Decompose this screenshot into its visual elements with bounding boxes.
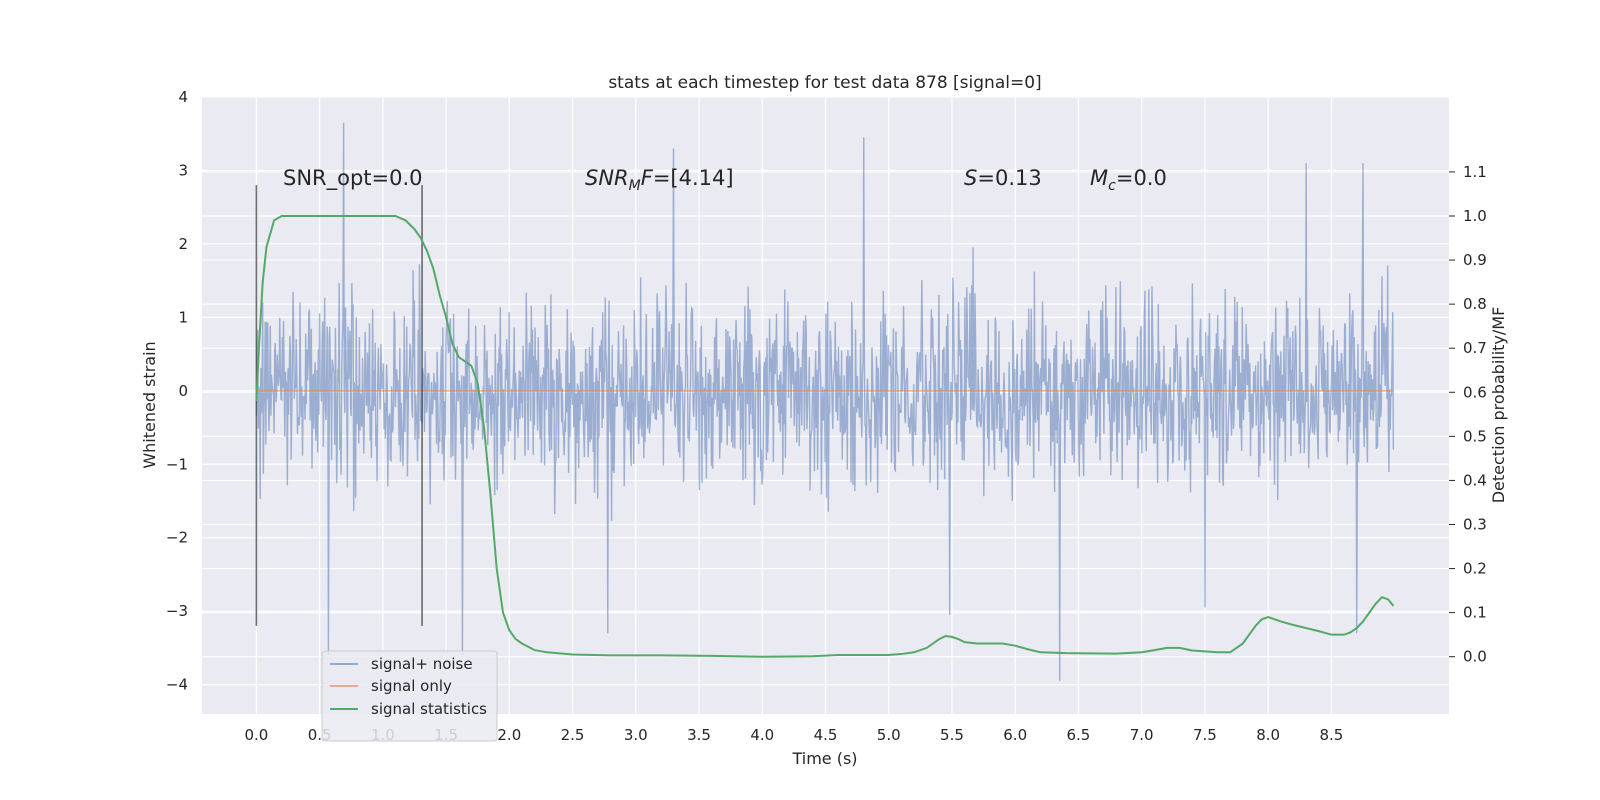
x-tick-label: 5.5 [940,726,964,744]
y-tick-label: 2 [178,235,188,253]
x-tick-label: 8.5 [1319,726,1343,744]
annotation-snr-opt: SNR_opt=0.0 [283,166,423,191]
annotations: SNR_opt=0.0 SNRMF=[4.14] S=0.13 Mc=0.0 [283,166,1167,194]
y2-tick-label: 0.7 [1463,339,1487,357]
y2-tick-label: 0.9 [1463,251,1487,269]
y2-tick-label: 0.2 [1463,560,1487,578]
y-tick-label: 3 [178,161,188,179]
y2-tick-label: 0.4 [1463,471,1487,489]
x-tick-label: 0.0 [244,726,268,744]
y2-tick-label: 1.1 [1463,163,1487,181]
x-tick-label: 6.0 [1003,726,1027,744]
x-tick-label: 2.5 [561,726,585,744]
annotation-s: S=0.13 [964,166,1042,190]
y-axis-left: 4 3 2 1 0 −1 −2 −3 −4 [166,88,188,694]
vertical-markers [255,185,423,626]
legend: signal+ noise signal only signal statist… [321,650,498,742]
y2-tick-label: 0.1 [1463,604,1487,622]
y2-tick-label: 0.6 [1463,383,1487,401]
legend-label-signal-only: signal only [371,677,452,695]
y2-tick-label: 0.3 [1463,515,1487,533]
legend-label-signal-statistics: signal statistics [371,700,487,718]
y-tick-label: −1 [166,455,188,473]
annotation-mc: Mc=0.0 [1090,166,1167,194]
y2-tick-label: 0.5 [1463,427,1487,445]
x-tick-label: 7.5 [1193,726,1217,744]
y2-tick-label: 1.0 [1463,207,1487,225]
legend-label-signal-plus-noise: signal+ noise [371,655,473,673]
x-tick-label: 4.5 [814,726,838,744]
y-tick-label: 1 [178,308,188,326]
x-tick-label: 3.0 [624,726,648,744]
annotation-snr-mf: SNRMF=[4.14] [585,166,734,194]
x-tick-label: 6.5 [1067,726,1091,744]
x-axis-label: Time (s) [791,749,857,768]
y-tick-label: 0 [178,382,188,400]
series-signal-statistics [255,214,1395,658]
signal-plus-noise-line [255,122,1395,681]
y2-tick-label: 0.8 [1463,295,1487,313]
y-tick-label: −2 [166,529,188,547]
legend-box [321,650,498,742]
y-axis-right: 1.1 1.0 0.9 0.8 0.7 0.6 0.5 0.4 0.3 0.2 0.1 0.0 [1449,163,1487,666]
x-tick-label: 4.0 [750,726,774,744]
y2-tick-label: 0.0 [1463,648,1487,666]
chart-title: stats at each timestep for test data 878… [608,73,1041,93]
series-signal-plus-noise [255,122,1395,681]
y-tick-label: −3 [166,602,188,620]
x-tick-label: 8.0 [1256,726,1280,744]
signal-statistics-line [255,214,1395,658]
x-tick-label: 7.0 [1130,726,1154,744]
y-tick-label: −4 [166,676,188,694]
x-tick-label: 5.0 [877,726,901,744]
y2-axis-label: Detection probability/MF [1489,307,1508,504]
x-tick-label: 2.0 [497,726,521,744]
y-tick-label: 4 [178,88,188,106]
x-tick-label: 3.5 [687,726,711,744]
y-axis-label: Whitened strain [140,341,159,468]
